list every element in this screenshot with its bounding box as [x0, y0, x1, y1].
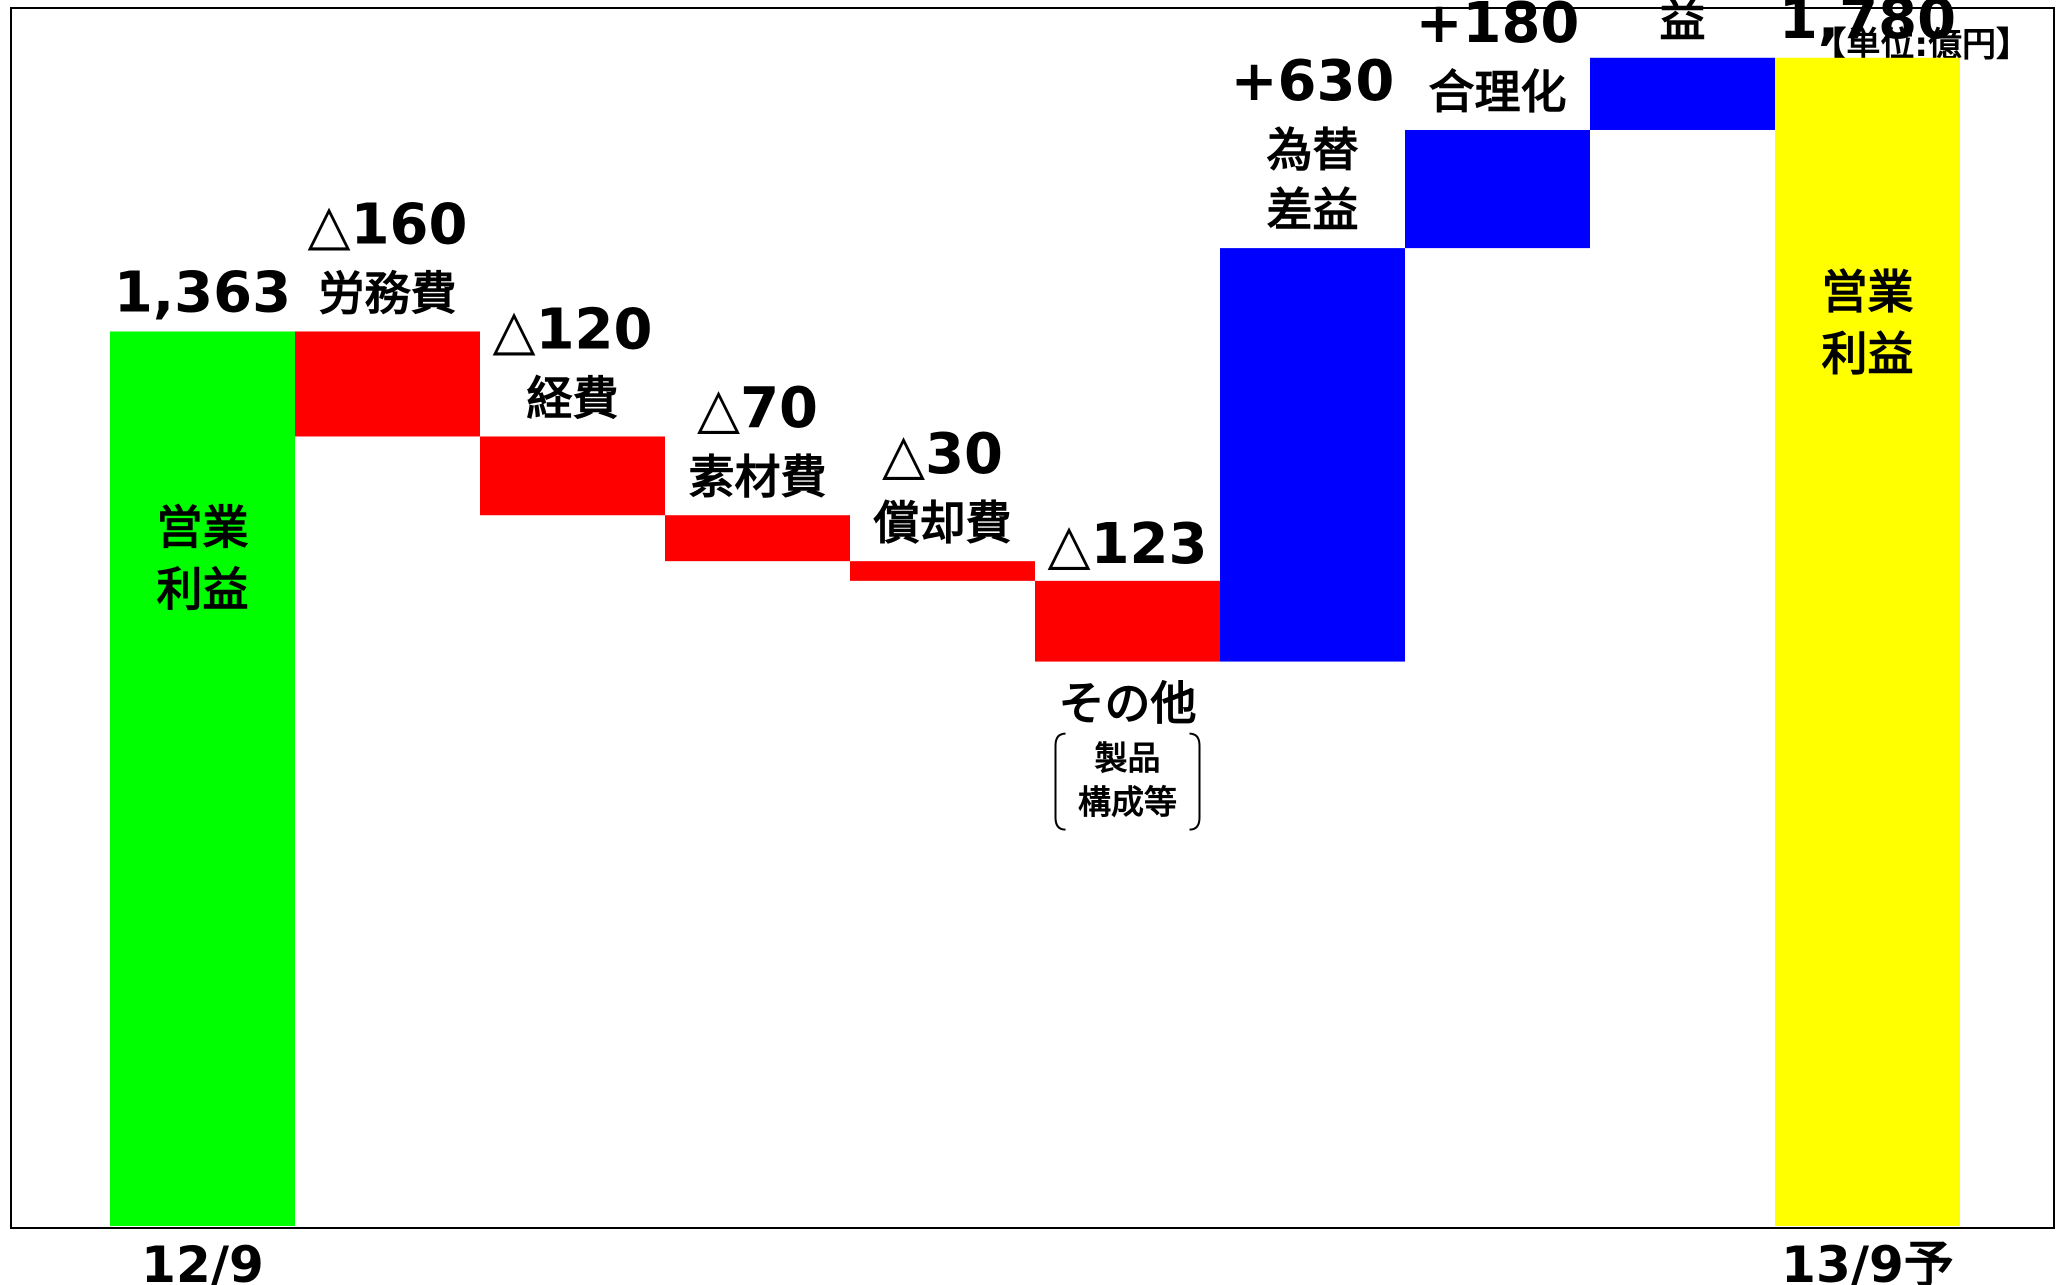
- bar-step: [1405, 129, 1590, 249]
- bar-label-step: 労務費: [319, 266, 457, 320]
- bar-label-step: その他: [1059, 677, 1197, 731]
- note-bracket-left: [1054, 732, 1066, 831]
- bar-step: [1220, 248, 1405, 662]
- bar-step: [665, 515, 850, 562]
- bar-label-step: 経費: [527, 371, 619, 425]
- bar-step: [480, 436, 665, 516]
- labels-layer: 1,363営業利益12/9労務費△160経費△120素材費△70償却費△30△1…: [114, 0, 1956, 1285]
- bar-label-start: 利益: [157, 562, 249, 616]
- bar-label-step: 差益: [1267, 183, 1359, 237]
- bar-label-end: 営業: [1822, 265, 1914, 319]
- bar-label-step: 益: [1660, 0, 1706, 47]
- bar-label-step: 合理化: [1429, 65, 1567, 119]
- bar-step: [1035, 580, 1220, 662]
- tick-label-end: 13/9予: [1781, 1236, 1954, 1285]
- bar-step: [1590, 57, 1775, 130]
- bar-end: [1775, 57, 1960, 1226]
- bar-note-step: 製品: [1095, 739, 1161, 778]
- bar-step: [850, 561, 1035, 581]
- bars-layer: [110, 57, 1960, 1226]
- tick-label-start: 12/9: [141, 1236, 264, 1285]
- bar-label-step: 為替: [1267, 123, 1359, 177]
- bar-label-end: 利益: [1822, 327, 1914, 381]
- bar-start: [110, 331, 295, 1226]
- data-label-step: +180: [1416, 0, 1580, 56]
- bar-note-step: 構成等: [1078, 783, 1177, 822]
- data-label-step: +630: [1231, 49, 1395, 114]
- data-label-step: △120: [493, 297, 653, 362]
- data-label-start: 1,363: [114, 260, 291, 325]
- bar-step: [295, 331, 480, 437]
- plot-frame: [10, 7, 2055, 1229]
- note-bracket-right: [1189, 732, 1201, 831]
- data-label-step: △160: [308, 192, 468, 257]
- bar-label-step: 素材費: [689, 450, 827, 504]
- bar-label-step: 償却費: [873, 496, 1012, 550]
- data-label-step: △123: [1048, 512, 1208, 577]
- bar-label-start: 営業: [157, 500, 249, 554]
- data-label-end: 1,780: [1779, 0, 1956, 52]
- data-label-step: △30: [882, 422, 1003, 487]
- data-label-step: △70: [697, 376, 818, 441]
